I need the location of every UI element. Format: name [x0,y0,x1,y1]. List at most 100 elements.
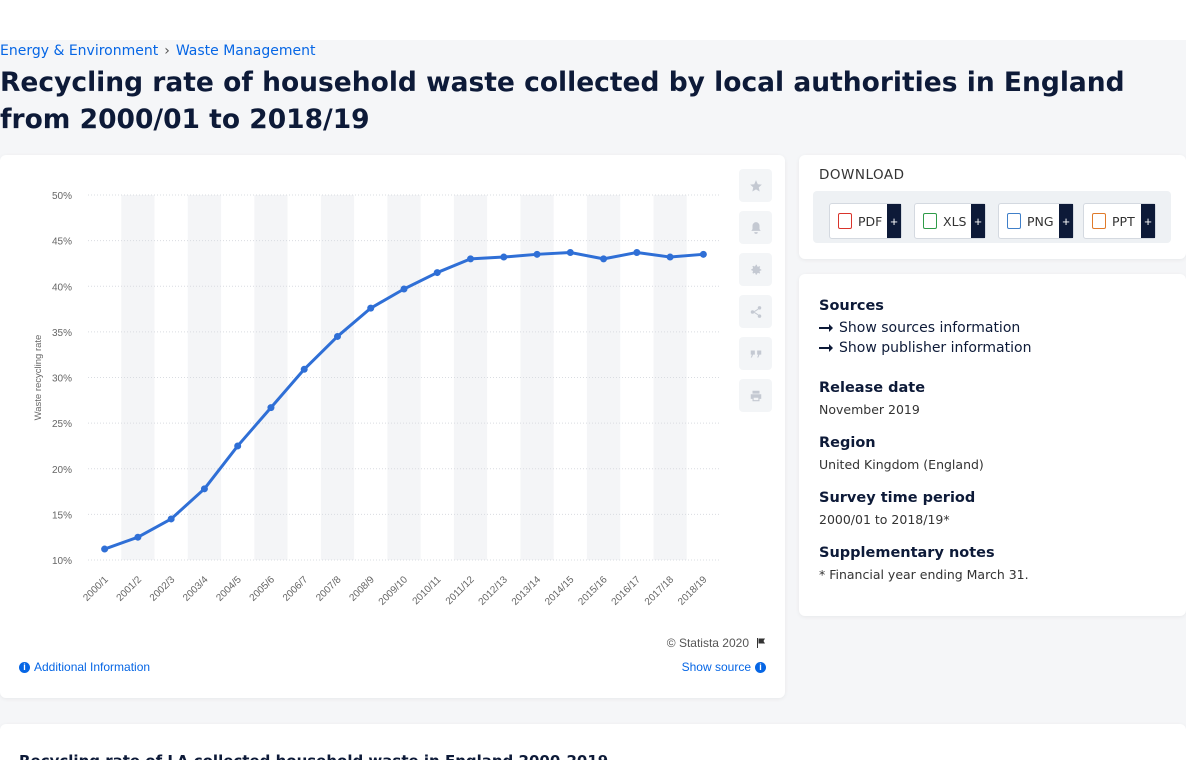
favorite-button[interactable] [739,169,772,202]
y-tick-label: 25% [52,419,72,430]
breadcrumb-item-waste[interactable]: Waste Management [175,43,316,59]
y-tick-label: 15% [52,510,72,521]
data-point [699,250,707,258]
column-band [453,195,488,560]
page-title: Recycling rate of household waste collec… [0,67,1125,135]
release-value: November 2019 [819,402,920,417]
download-xls-label: XLS [943,213,967,229]
x-tick-label: 2012/13 [477,574,511,608]
x-tick-label: 2009/10 [377,574,411,608]
notification-button[interactable] [739,211,772,244]
additional-info-link[interactable]: i Additional Information [19,660,150,674]
y-tick-label: 10% [52,556,72,567]
data-point [467,255,475,263]
data-point [500,253,508,261]
data-point [101,545,109,553]
sources-section: Sources Show sources information Show pu… [819,298,1031,356]
x-tick-label: 2005/6 [248,574,278,604]
quote-icon [750,350,761,357]
share-button[interactable] [739,295,772,328]
line-chart: 10% 15% 20% 25% 30% 35% 40% 45% 50% Waste recycli… [33,191,720,608]
y-tick-label: 45% [52,237,72,248]
download-png-plus[interactable]: + [1059,204,1073,238]
data-point [267,404,275,412]
arrow-right-icon [819,324,833,332]
x-tick-label: 2011/12 [444,574,477,607]
download-ppt-label: PPT [1112,213,1135,229]
show-publisher-link[interactable]: Show publisher information [819,340,1031,356]
download-pdf-plus[interactable]: + [887,204,901,238]
notes-section: Supplementary notes * Financial year end… [819,545,1029,582]
download-ppt-button[interactable]: PPT + [1083,203,1156,239]
ppt-file-icon [1092,213,1106,229]
y-tick-label: 20% [52,465,72,476]
y-tick-label: 35% [52,328,72,339]
breadcrumb-separator: › [164,43,170,59]
release-section: Release date November 2019 [819,380,925,417]
x-tick-label: 2013/14 [510,574,544,608]
x-tick-label: 2000/1 [81,574,111,604]
download-xls-button[interactable]: XLS + [914,203,986,239]
data-point [600,255,608,263]
download-card: DOWNLOAD PDF + XLS + PNG + PPT + [799,155,1186,259]
show-sources-label: Show sources information [839,320,1021,336]
show-sources-link[interactable]: Show sources information [819,320,1031,336]
region-section: Region United Kingdom (England) [819,435,984,472]
cite-button[interactable] [739,337,772,370]
download-pdf-button[interactable]: PDF + [829,203,902,239]
region-heading: Region [819,435,876,451]
data-point [367,304,375,312]
sources-heading: Sources [819,298,884,314]
data-point [400,285,408,293]
pdf-file-icon [838,213,852,229]
print-icon [750,390,761,401]
column-band [187,195,222,560]
related-title: Recycling rate of LA collected household… [19,752,608,760]
y-tick-label: 50% [52,191,72,202]
gear-icon [750,264,761,275]
data-point [433,269,441,277]
info-icon: i [755,661,766,673]
top-bar [0,0,1186,40]
data-point [633,248,641,256]
y-axis-label: Waste recycling rate [33,335,44,421]
x-tick-label: 2018/19 [676,574,710,608]
download-ppt-plus[interactable]: + [1141,204,1155,238]
show-publisher-label: Show publisher information [839,340,1032,356]
data-point [333,332,341,340]
x-tick-label: 2004/5 [214,574,244,604]
column-band [121,195,155,560]
breadcrumb-item-energy[interactable]: Energy & Environment [0,43,159,59]
column-band [586,195,621,560]
data-point [167,515,175,523]
release-heading: Release date [819,380,926,396]
download-heading: DOWNLOAD [819,167,905,183]
data-point [200,485,208,493]
survey-heading: Survey time period [819,490,976,506]
png-file-icon [1007,213,1021,229]
x-tick-label: 2003/4 [181,574,211,604]
x-tick-label: 2014/15 [543,574,577,608]
data-point [566,248,574,256]
show-source-link[interactable]: Show source i [682,660,766,674]
x-tick-label: 2006/7 [281,574,311,604]
print-button[interactable] [739,379,772,412]
x-tick-label: 2017/18 [643,574,677,608]
data-point [134,533,142,541]
settings-button[interactable] [739,253,772,286]
chart-card: 10% 15% 20% 25% 30% 35% 40% 45% 50% Waste recycli… [0,155,785,698]
notes-value: * Financial year ending March 31. [819,567,1029,582]
data-point [234,442,242,450]
bell-icon [750,221,761,234]
flag-icon[interactable] [755,637,767,649]
x-tick-label: 2001/2 [115,574,145,604]
download-png-button[interactable]: PNG + [998,203,1074,239]
share-icon [750,305,761,318]
info-icon: i [19,661,30,673]
x-tick-label: 2015/16 [576,574,610,608]
region-value: United Kingdom (England) [819,457,984,472]
download-xls-plus[interactable]: + [971,204,985,238]
x-tick-label: 2007/8 [314,574,344,604]
data-point [533,250,541,258]
notes-heading: Supplementary notes [819,545,995,561]
